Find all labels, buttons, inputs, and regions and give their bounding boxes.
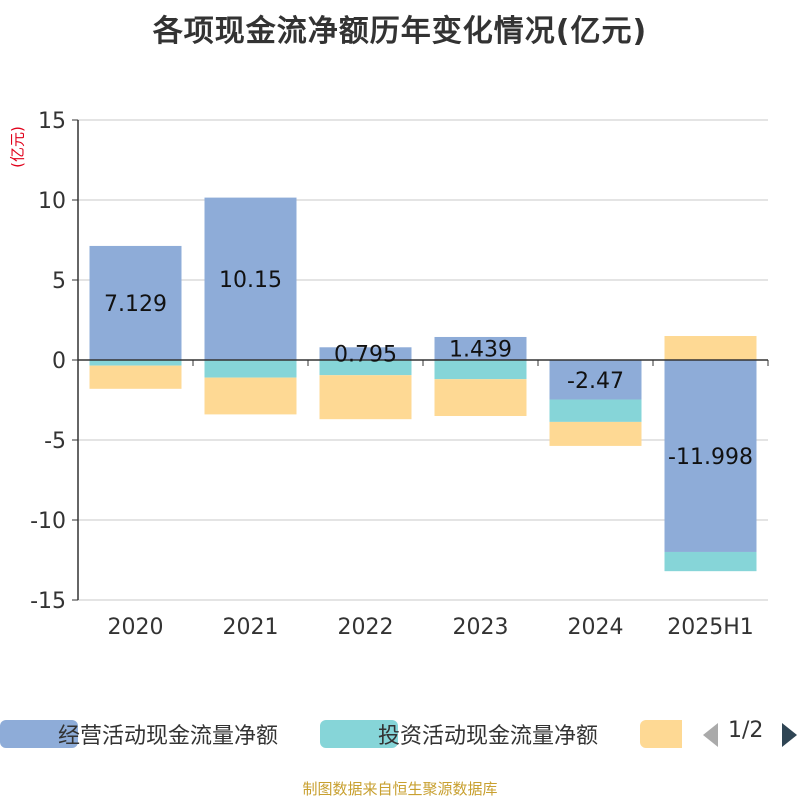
legend-label-investing: 投资活动现金流量净额 — [378, 724, 599, 749]
x-tick-label: 2023 — [453, 615, 509, 640]
bar-operating-2021 — [204, 197, 297, 360]
x-tick-label: 2020 — [108, 615, 164, 640]
source-note: 制图数据来自恒生聚源数据库 — [302, 780, 498, 798]
bar-financing-2022 — [319, 375, 412, 420]
y-tick-label: -10 — [30, 509, 66, 534]
data-label-2020: 7.129 — [104, 292, 167, 317]
chart-title: 各项现金流净额历年变化情况(亿元) — [152, 14, 648, 49]
legend-next-page-icon[interactable] — [778, 720, 800, 750]
legend-swatch-operating — [0, 720, 78, 748]
legend-prev-page-icon[interactable] — [700, 720, 722, 750]
data-label-2021: 10.15 — [219, 268, 282, 293]
x-tick-label: 2025H1 — [667, 615, 754, 640]
x-tick-label: 2021 — [223, 615, 279, 640]
bar-chart: 15 10 5 0 -5 -10 -15 7.129 10.15 0.795 1.439 -2.47 -… — [30, 109, 769, 640]
legend-swatch-investing — [320, 720, 398, 748]
legend-swatch-financing — [640, 720, 682, 748]
y-tick-label: 10 — [38, 189, 66, 214]
bar-financing-2023 — [434, 379, 527, 416]
bar-financing-2020 — [89, 365, 182, 389]
y-tick-label: -5 — [44, 429, 66, 454]
y-tick-label: 15 — [38, 109, 66, 134]
legend-page-indicator: 1/2 — [728, 718, 764, 743]
data-label-2025H1: -11.998 — [668, 445, 753, 470]
legend-label-operating: 经营活动现金流量净额 — [58, 724, 279, 749]
bar-investing-2022 — [319, 360, 412, 376]
x-tick-label: 2022 — [338, 615, 394, 640]
bar-operating-2022 — [319, 347, 412, 360]
bar-financing-2024 — [549, 421, 642, 446]
data-label-2022: 0.795 — [334, 343, 397, 368]
bar-operating-2025H1 — [664, 360, 757, 552]
bar-operating-2024 — [549, 360, 642, 400]
bar-investing-2020 — [89, 360, 182, 366]
y-tick-label: -15 — [30, 589, 66, 614]
bar-investing-2025H1 — [664, 551, 757, 572]
data-label-2024: -2.47 — [567, 369, 624, 394]
bar-investing-2023 — [434, 360, 527, 380]
bar-financing-2021 — [204, 377, 297, 415]
bar-financing-2025H1 — [664, 336, 757, 360]
x-tick-label: 2024 — [568, 615, 624, 640]
data-label-2023: 1.439 — [449, 337, 512, 362]
bar-investing-2024 — [549, 399, 642, 422]
bar-investing-2021 — [204, 360, 297, 378]
bar-operating-2020 — [89, 245, 182, 360]
legend: 经营活动现金流量净额 投资活动现金流量净额 — [0, 716, 800, 754]
y-tick-label: 0 — [52, 349, 66, 374]
bar-operating-2023 — [434, 336, 527, 360]
y-tick-label: 5 — [52, 269, 66, 294]
